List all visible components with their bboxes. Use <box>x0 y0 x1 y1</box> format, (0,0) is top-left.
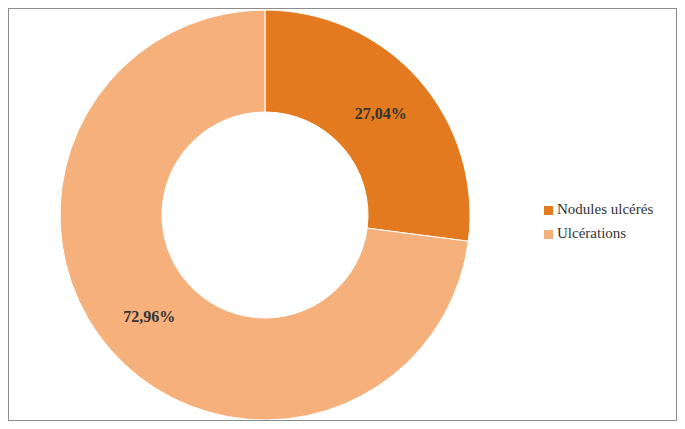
html-text:Ulcérations: Ulcérations <box>557 225 627 241</box>
svg-text:27,04%: 27,04% <box>355 105 407 122</box>
html-text:Nodules ulcérés: Nodules ulcérés <box>557 201 654 217</box>
svg-text:72,96%: 72,96% <box>123 308 175 325</box>
